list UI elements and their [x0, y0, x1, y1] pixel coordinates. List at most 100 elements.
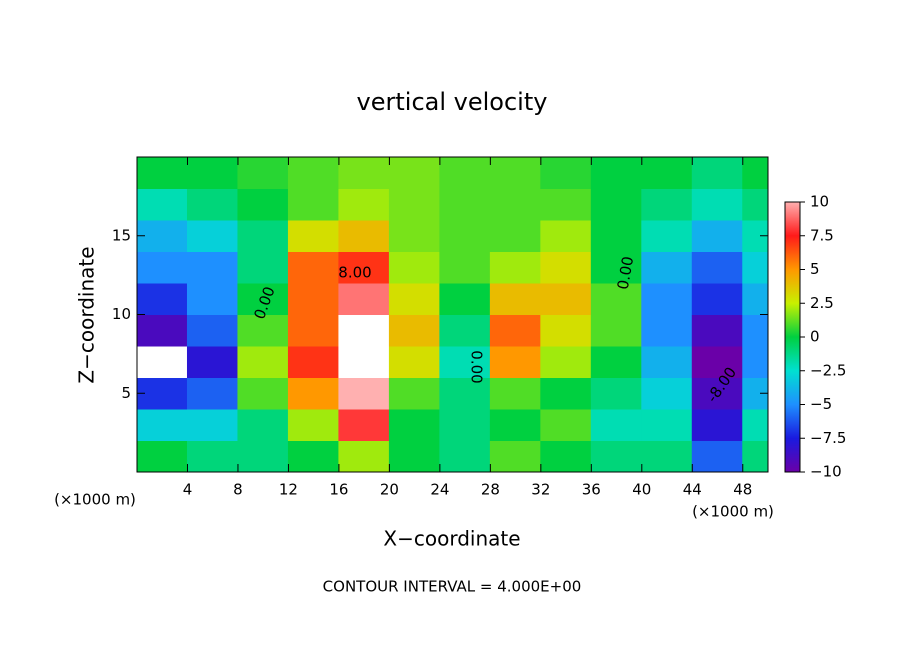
y-tick-label: 15 [112, 226, 131, 244]
cell [439, 408, 491, 441]
cell [287, 219, 340, 252]
cell [540, 219, 592, 252]
chart-title: vertical velocity [357, 88, 548, 116]
cell [338, 345, 390, 378]
cell [439, 188, 491, 221]
cell [590, 408, 643, 441]
cell [742, 251, 768, 284]
x-tick-label: 4 [183, 481, 193, 499]
cell [742, 157, 768, 189]
cell [186, 377, 239, 410]
cell [186, 282, 239, 315]
cell [137, 314, 188, 347]
x-tick-label: 28 [481, 481, 500, 499]
cell [641, 377, 693, 410]
x-tick-label: 40 [632, 481, 651, 499]
cell [489, 314, 542, 347]
cell [691, 157, 744, 189]
colorbar-tick-label: 5 [810, 260, 820, 278]
y-tick-label: 10 [112, 305, 131, 323]
cell [287, 314, 340, 347]
cell [590, 345, 643, 378]
cell [439, 219, 491, 252]
colorbar-tick-label: −7.5 [810, 429, 846, 447]
cell [388, 345, 441, 378]
cell [742, 345, 768, 378]
cell [489, 282, 542, 315]
cell [742, 408, 768, 441]
x-tick-label: 48 [733, 481, 752, 499]
colorbar-tick-label: −10 [810, 463, 842, 481]
x-tick-label: 20 [380, 481, 399, 499]
cell [540, 345, 592, 378]
cell [439, 314, 491, 347]
contour-label: 0.00 [614, 255, 638, 291]
cell [641, 345, 693, 378]
cell [186, 219, 239, 252]
cell [590, 157, 643, 189]
cell [287, 251, 340, 284]
cell [691, 377, 744, 410]
cell [186, 345, 239, 378]
cell [691, 408, 744, 441]
cell [489, 251, 542, 284]
cell [338, 282, 390, 315]
y-axis-label: Z−coordinate [75, 246, 99, 383]
cell [186, 251, 239, 284]
x-tick-label: 8 [233, 481, 243, 499]
cell [237, 219, 289, 252]
cell [287, 345, 340, 378]
cell [137, 377, 188, 410]
cell [237, 282, 289, 315]
x-tick-label: 32 [531, 481, 550, 499]
x-tick-label: 44 [683, 481, 702, 499]
cell [388, 251, 441, 284]
cell [691, 251, 744, 284]
cell [691, 440, 744, 472]
x-unit: (×1000 m) [692, 503, 774, 521]
cell [590, 440, 643, 472]
cell [641, 251, 693, 284]
colorbar-tick-label: 2.5 [810, 294, 834, 312]
contour-label: 0.00 [468, 350, 486, 383]
x-axis-label: X−coordinate [383, 527, 520, 551]
cell [186, 440, 239, 472]
cell [439, 282, 491, 315]
cell [439, 157, 491, 189]
cell [186, 188, 239, 221]
cell [641, 219, 693, 252]
cell [186, 314, 239, 347]
cell [489, 188, 542, 221]
cell [388, 219, 441, 252]
cell [540, 157, 592, 189]
cell [338, 440, 390, 472]
cell [137, 282, 188, 315]
cell [338, 188, 390, 221]
cell [388, 314, 441, 347]
cell [489, 408, 542, 441]
footnote: CONTOUR INTERVAL = 4.000E+00 [323, 578, 582, 596]
cell [691, 188, 744, 221]
colorbar-tick-label: 7.5 [810, 226, 834, 244]
cell [590, 377, 643, 410]
cell [287, 408, 340, 441]
cell [691, 314, 744, 347]
colorbar [784, 201, 801, 473]
cell [237, 251, 289, 284]
cell [237, 440, 289, 472]
cell [489, 157, 542, 189]
cell [287, 377, 340, 410]
cell [137, 157, 188, 189]
cell [540, 408, 592, 441]
cell [137, 440, 188, 472]
cell [439, 377, 491, 410]
cell [137, 219, 188, 252]
cell [237, 157, 289, 189]
cell [338, 251, 390, 284]
x-tick-label: 36 [582, 481, 601, 499]
cell [590, 188, 643, 221]
cell [641, 440, 693, 472]
cell [287, 440, 340, 472]
cell [439, 440, 491, 472]
